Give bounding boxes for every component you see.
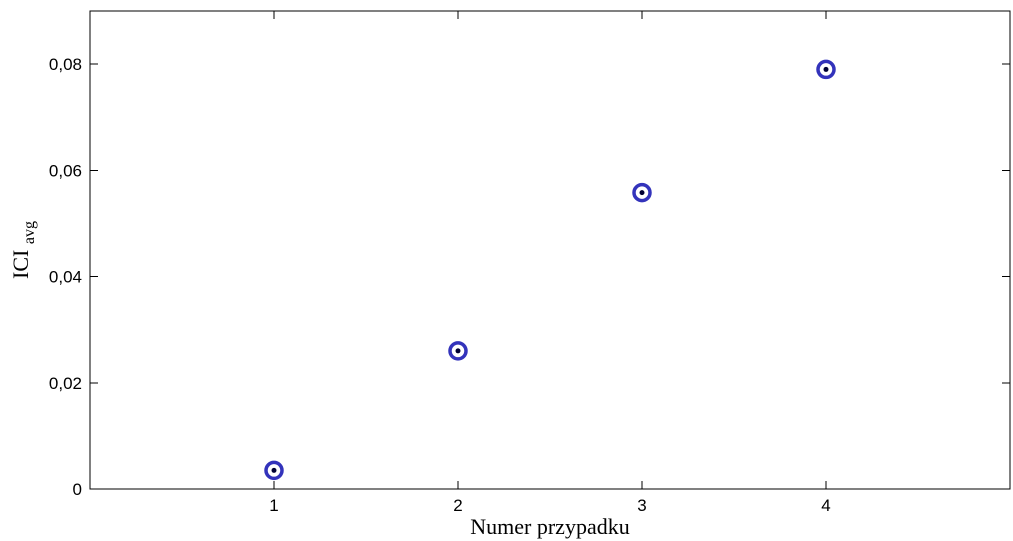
y-tick-label: 0,04 <box>49 268 82 287</box>
data-point-dot <box>271 467 277 473</box>
x-tick-label: 4 <box>821 496 830 515</box>
data-point-dot <box>455 348 461 354</box>
x-tick-label: 3 <box>637 496 646 515</box>
x-tick-label: 1 <box>269 496 278 515</box>
y-tick-label: 0,06 <box>49 161 82 180</box>
y-tick-label: 0 <box>73 480 82 499</box>
x-axis-title: Numer przypadku <box>470 514 629 539</box>
data-point <box>448 341 468 361</box>
y-axis-ticks: 0 0,02 0,04 0,06 0,08 <box>49 55 1010 499</box>
y-axis-title-main: ICI <box>8 250 33 279</box>
x-axis-ticks: 1 2 3 4 <box>269 11 831 515</box>
y-axis-title: ICI avg <box>8 221 38 279</box>
data-points <box>264 59 836 481</box>
y-axis-title-subscript: avg <box>21 221 38 244</box>
y-tick-label: 0,02 <box>49 374 82 393</box>
data-point-ring <box>632 182 652 203</box>
x-tick-label: 2 <box>453 496 462 515</box>
data-point-ring <box>448 341 468 361</box>
data-point <box>264 460 284 481</box>
data-point-ring <box>264 460 284 481</box>
plot-frame <box>89 10 1011 490</box>
data-point-dot <box>639 190 645 196</box>
y-tick-label: 0,08 <box>49 55 82 74</box>
plot-border <box>89 10 1011 490</box>
data-point-ring <box>816 59 836 80</box>
data-point-dot <box>823 66 829 72</box>
data-point <box>632 182 652 203</box>
data-point <box>816 59 836 80</box>
